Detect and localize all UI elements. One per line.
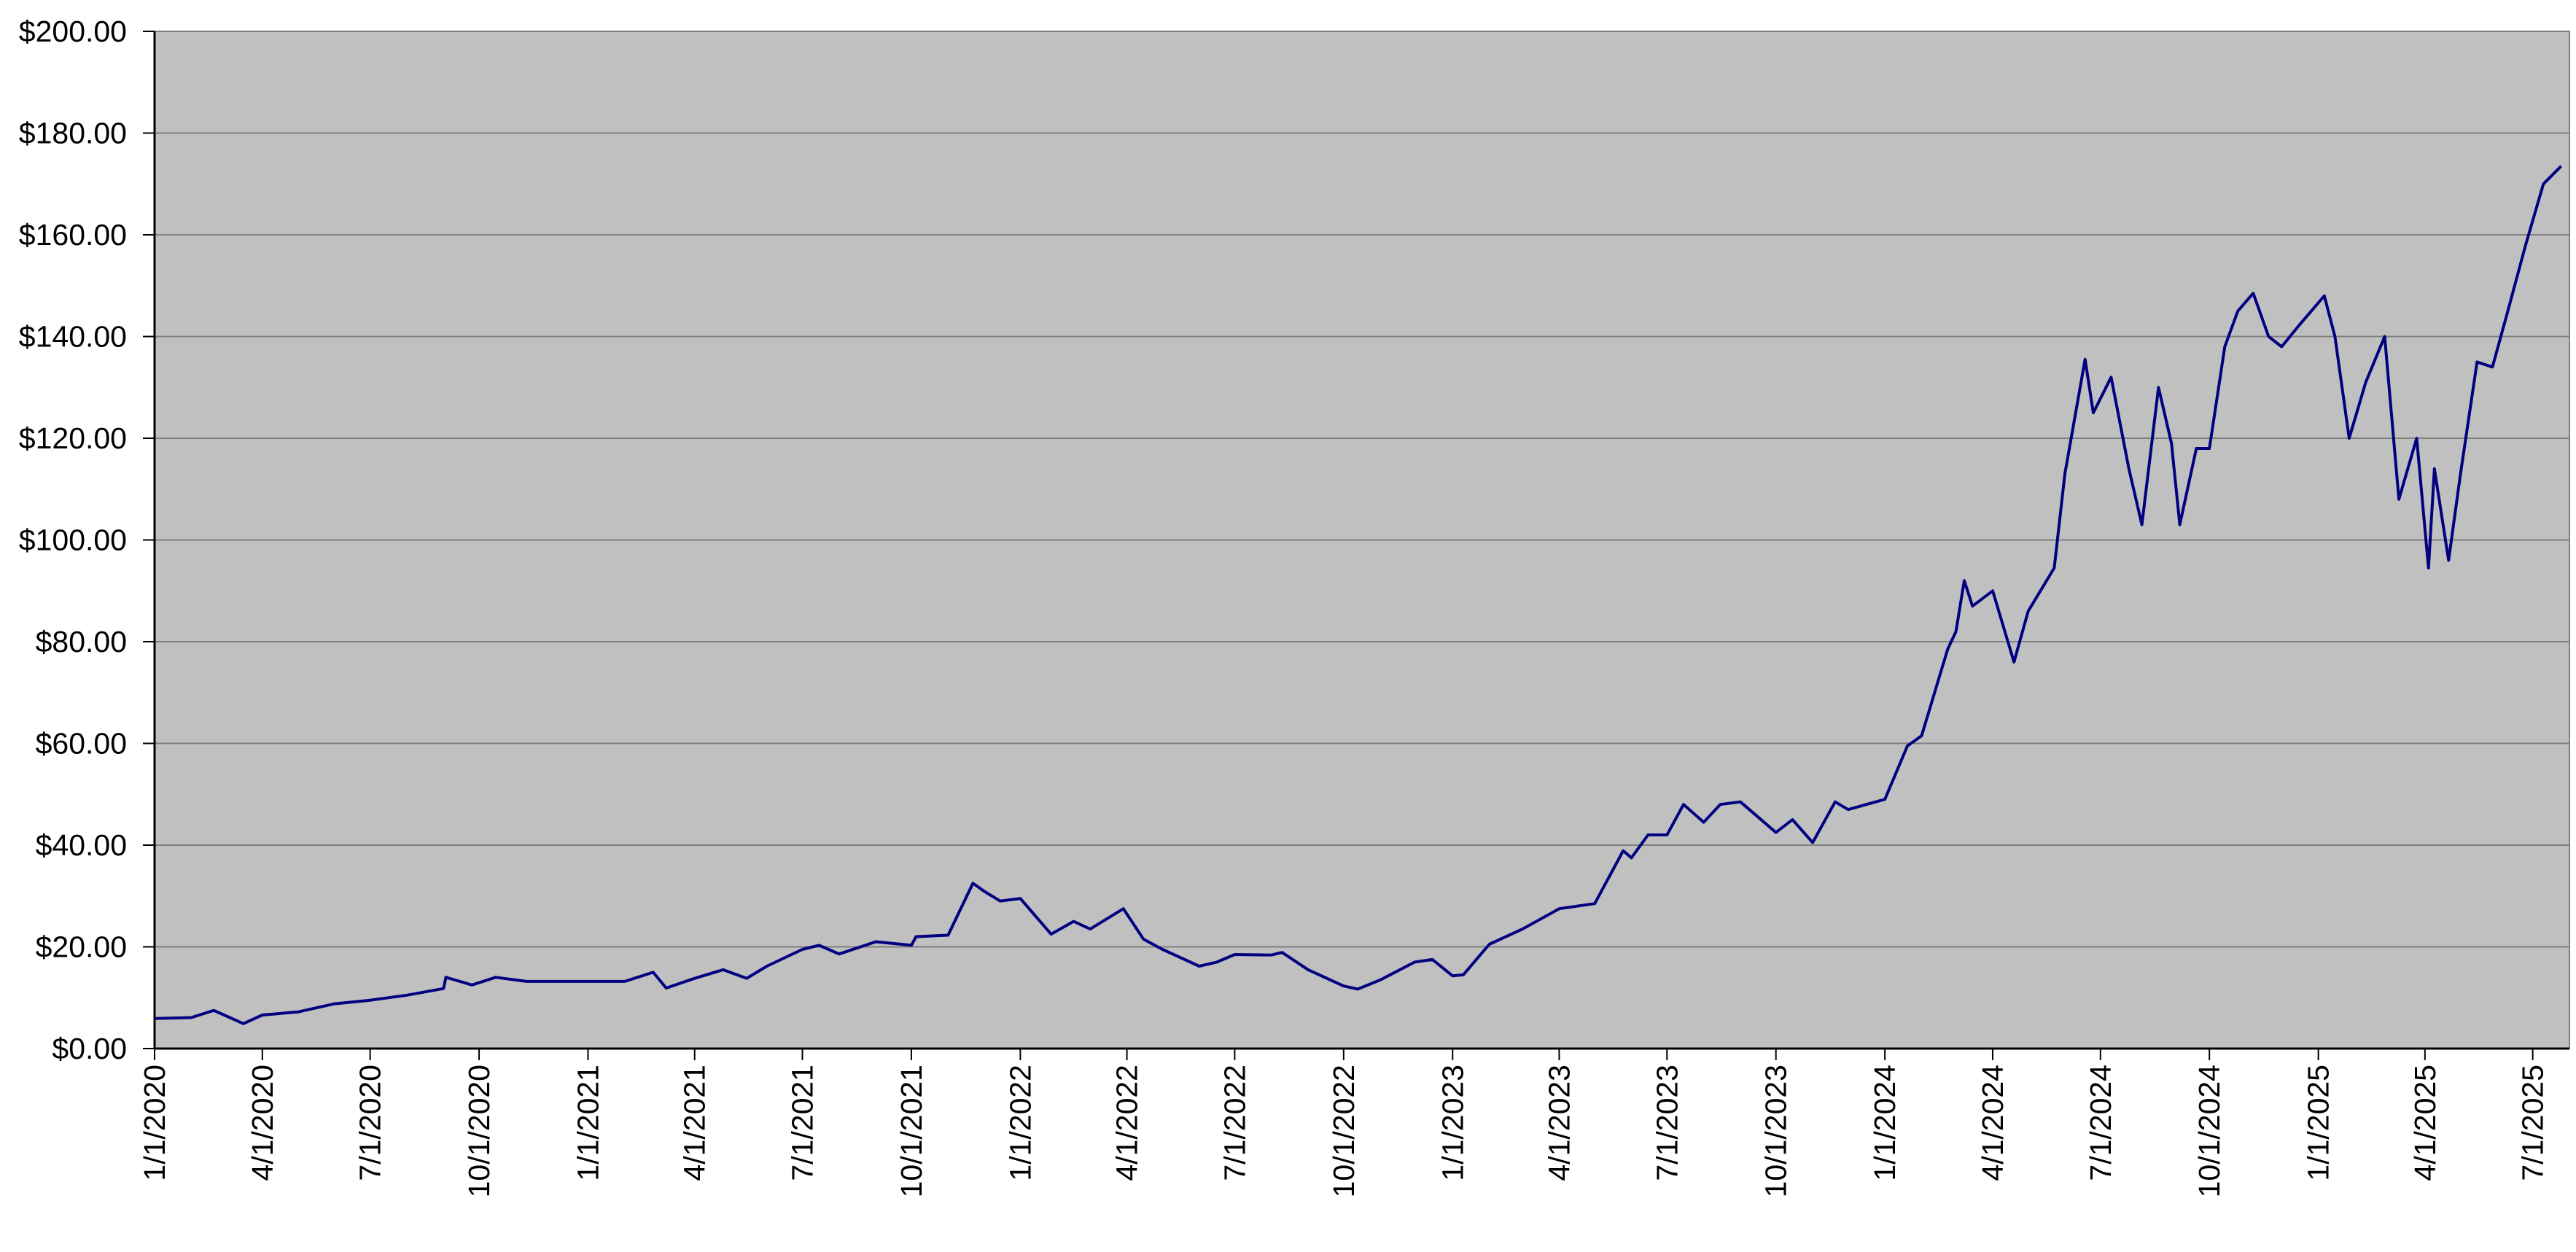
x-tick-label: 7/1/2021 [786,1065,820,1181]
x-tick-label: 7/1/2020 [354,1065,387,1181]
x-tick-label: 7/1/2025 [2516,1065,2550,1181]
x-tick-label: 1/1/2025 [2302,1065,2335,1181]
y-tick-label: $200.00 [19,15,127,48]
x-tick-label: 10/1/2024 [2192,1065,2226,1197]
x-tick-label: 1/1/2024 [1868,1065,1902,1181]
x-tick-label: 7/1/2024 [2084,1065,2117,1181]
x-axis-tick-labels: 1/1/2020 4/1/2020 7/1/2020 10/1/2020 1/1/202… [138,1049,2550,1197]
x-tick-label: 4/1/2024 [1976,1065,2009,1181]
x-tick-label: 1/1/2022 [1003,1065,1037,1181]
x-tick-label: 7/1/2023 [1650,1065,1684,1181]
x-tick-label: 1/1/2020 [138,1065,171,1181]
y-tick-label: $120.00 [19,421,127,455]
x-tick-label: 4/1/2021 [678,1065,712,1181]
y-tick-label: $160.00 [19,218,127,252]
gridlines [155,132,2569,948]
x-tick-label: 1/1/2023 [1436,1065,1469,1181]
x-tick-label: 7/1/2022 [1218,1065,1251,1181]
y-tick-label: $60.00 [36,727,127,761]
x-tick-label: 4/1/2022 [1110,1065,1144,1181]
y-tick-label: $20.00 [36,930,127,964]
x-tick-label: 4/1/2023 [1542,1065,1576,1181]
y-tick-label: $180.00 [19,117,127,150]
x-tick-label: 10/1/2021 [895,1065,928,1197]
y-tick-label: $0.00 [52,1032,127,1065]
x-tick-label: 10/1/2020 [462,1065,496,1197]
price-series-line [155,165,2563,1025]
y-axis-tick-labels: $0.00 $20.00 $40.00 $60.00 $80.00 $100.00 $120… [19,15,155,1065]
x-tick-label: 4/1/2020 [246,1065,279,1181]
x-tick-label: 10/1/2022 [1327,1065,1361,1197]
y-tick-label: $140.00 [19,320,127,354]
y-tick-label: $100.00 [19,524,127,557]
y-tick-label: $40.00 [36,828,127,862]
x-tick-label: 1/1/2021 [572,1065,605,1181]
x-tick-label: 4/1/2025 [2408,1065,2442,1181]
y-tick-label: $80.00 [36,625,127,658]
x-tick-label: 10/1/2023 [1759,1065,1793,1197]
